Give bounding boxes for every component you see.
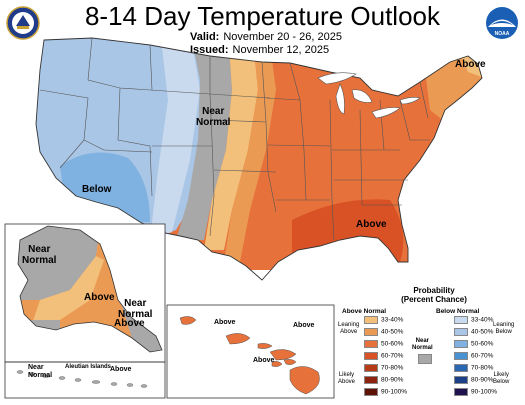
legend-likely-above: Likely Above xyxy=(338,372,356,385)
label-above-se: Above xyxy=(356,219,387,230)
conus-state-lines xyxy=(35,37,483,281)
legend-above-swatch xyxy=(364,376,378,384)
label-alaska-above: Above xyxy=(84,292,115,303)
legend-below-swatch xyxy=(454,388,468,396)
legend-above-range: 80-90% xyxy=(381,376,404,384)
legend-below-row: 50-60% xyxy=(454,340,493,348)
legend-below-swatch xyxy=(454,376,468,384)
legend-above-swatch xyxy=(364,340,378,348)
label-aleutian-islands: Aleutian Islands xyxy=(65,364,112,370)
noaa-logo-icon: NOAA xyxy=(486,7,518,39)
legend-below-swatch xyxy=(454,352,468,360)
label-hawaii-above-2: Above xyxy=(293,322,315,329)
alaska-above-33 xyxy=(30,256,104,330)
legend-above-swatch xyxy=(364,388,378,396)
legend-above-row: 33-40% xyxy=(364,316,403,324)
conus-above-40-west xyxy=(224,38,276,262)
legend-leaning-above: Leaning Above xyxy=(338,322,360,335)
legend-near-normal-swatch xyxy=(418,354,432,364)
label-alaska-near-normal-se: Near Normal xyxy=(118,298,153,320)
hawaii-islands xyxy=(179,316,320,395)
great-lakes xyxy=(317,72,421,119)
probability-legend: Probability (Percent Chance) Above Norma… xyxy=(338,286,525,405)
legend-above-row: 90-100% xyxy=(364,388,407,396)
legend-below-row: 40-50% xyxy=(454,328,493,336)
label-alaska-near-normal-sw: Near Normal xyxy=(28,364,53,379)
valid-label: Valid: xyxy=(190,31,220,43)
legend-below-swatch xyxy=(454,340,468,348)
label-near-normal: Near Normal xyxy=(196,106,231,128)
valid-line: Valid: November 20 - 26, 2025 xyxy=(190,31,342,43)
alaska-near-normal xyxy=(18,226,100,300)
legend-below-row: 70-80% xyxy=(454,364,493,372)
aleutian-chain xyxy=(16,370,148,388)
legend-above-row: 70-80% xyxy=(364,364,403,372)
conus-below-33 xyxy=(150,38,200,240)
legend-above-range: 70-80% xyxy=(381,364,404,372)
legend-below-swatch xyxy=(454,328,468,336)
legend-below-range: 90-100% xyxy=(471,388,498,396)
legend-below-range: 33-40% xyxy=(471,316,494,324)
legend-above-range: 90-100% xyxy=(381,388,408,396)
page-title: 8-14 Day Temperature Outlook xyxy=(84,1,441,31)
label-alaska-near-normal: Near Normal xyxy=(22,244,57,266)
legend-above-swatch xyxy=(364,352,378,360)
label-above-ne: Above xyxy=(455,59,486,70)
legend-above-row: 80-90% xyxy=(364,376,403,384)
legend-above-swatch xyxy=(364,328,378,336)
aleutian-frame xyxy=(4,361,166,399)
legend-above-range: 40-50% xyxy=(381,328,404,336)
legend-above-row: 40-50% xyxy=(364,328,403,336)
legend-below-swatch xyxy=(454,316,468,324)
conus-near-normal xyxy=(176,38,232,240)
legend-below-range: 50-60% xyxy=(471,340,494,348)
alaska-outline xyxy=(17,225,163,353)
issued-line: Issued: November 12, 2025 xyxy=(190,44,329,56)
svg-text:NOAA: NOAA xyxy=(495,31,510,37)
legend-below-range: 70-80% xyxy=(471,364,494,372)
legend-below-range: 80-90% xyxy=(471,376,494,384)
legend-above-row: 60-70% xyxy=(364,352,403,360)
legend-above-range: 50-60% xyxy=(381,340,404,348)
legend-below-row: 90-100% xyxy=(454,388,497,396)
issued-date: November 12, 2025 xyxy=(232,44,330,56)
legend-above-swatch xyxy=(364,364,378,372)
legend-below-row: 60-70% xyxy=(454,352,493,360)
legend-leaning-below: Leaning Below xyxy=(493,322,515,335)
legend-above-header: Above Normal xyxy=(342,308,387,315)
legend-above-row: 50-60% xyxy=(364,340,403,348)
legend-above-swatch xyxy=(364,316,378,324)
legend-likely-below: Likely Below xyxy=(493,372,510,385)
legend-above-range: 60-70% xyxy=(381,352,404,360)
valid-dates: November 20 - 26, 2025 xyxy=(223,31,342,43)
label-aleutian-above: Above xyxy=(110,366,132,373)
legend-below-range: 60-70% xyxy=(471,352,494,360)
label-hawaii-above-1: Above xyxy=(214,319,236,326)
legend-below-header: Below Normal xyxy=(436,308,480,315)
label-below: Below xyxy=(82,184,112,195)
legend-below-row: 80-90% xyxy=(454,376,493,384)
label-alaska-above-se: Above xyxy=(114,318,145,329)
issued-label: Issued: xyxy=(190,44,229,56)
legend-above-range: 33-40% xyxy=(381,316,404,324)
legend-below-row: 33-40% xyxy=(454,316,493,324)
legend-title: Probability (Percent Chance) xyxy=(401,286,467,304)
legend-near-normal-label: Near Normal xyxy=(412,338,433,351)
label-hawaii-above-3: Above xyxy=(253,357,275,364)
commerce-seal-icon xyxy=(6,6,40,40)
conus-above-33 xyxy=(204,38,258,250)
legend-below-range: 40-50% xyxy=(471,328,494,336)
legend-below-swatch xyxy=(454,364,468,372)
